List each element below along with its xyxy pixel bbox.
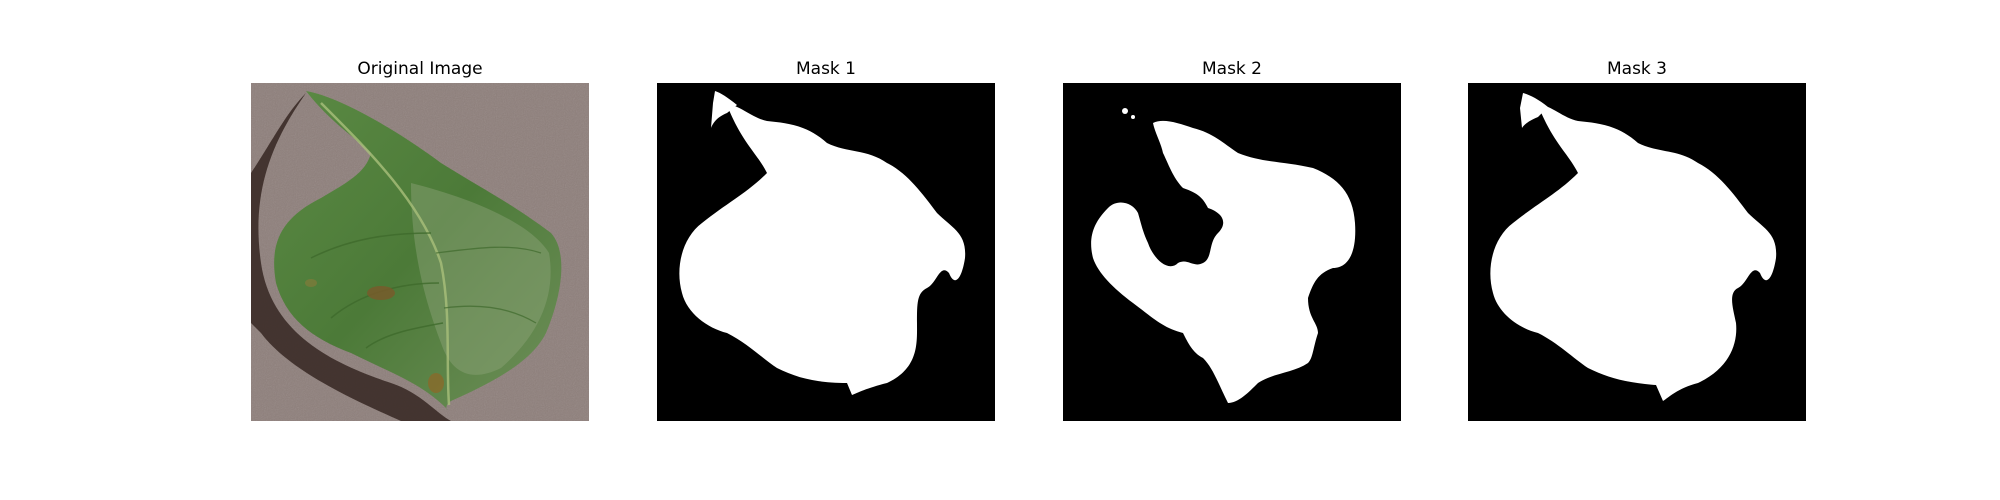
mask-1-region [679,91,966,395]
leaf-shadow [251,93,451,421]
mask-1-image [657,83,995,421]
mask-3-region [1490,93,1777,401]
mask-2-panel [1063,83,1401,421]
mask-2-region [1091,120,1356,404]
leaf [274,91,562,411]
leaf-spot [367,286,395,300]
original-image-panel [251,83,589,421]
panel-title-mask-1: Mask 1 [795,59,856,79]
mask-3-image [1468,83,1806,421]
mask-3-panel [1468,83,1806,421]
panel-title-mask-3: Mask 3 [1606,59,1667,79]
leaf-photo [251,83,589,421]
mask-1-panel [657,83,995,421]
mask-2-image [1063,83,1401,421]
panel-title-mask-2: Mask 2 [1201,59,1262,79]
panel-title-original: Original Image [357,59,483,79]
